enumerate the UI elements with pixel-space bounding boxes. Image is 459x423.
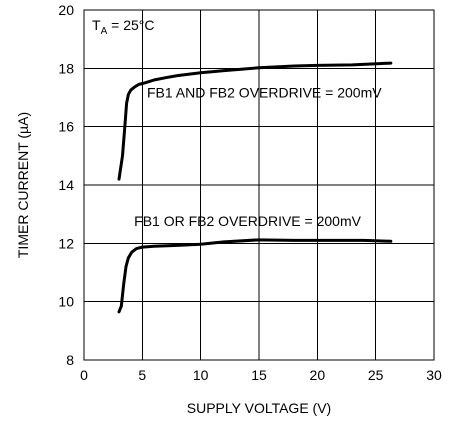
x-tick-label: 10 (193, 367, 209, 383)
tick-labels: 0 5 10 15 20 25 30 8 10 12 14 16 18 20 (58, 2, 442, 383)
x-tick-label: 20 (310, 367, 326, 383)
y-tick-label: 10 (58, 294, 74, 310)
y-tick-label: 12 (58, 235, 74, 251)
x-tick-label: 5 (138, 367, 146, 383)
x-tick-label: 15 (251, 367, 267, 383)
x-axis-label: SUPPLY VOLTAGE (V) (187, 400, 331, 416)
x-tick-label: 25 (368, 367, 384, 383)
y-tick-label: 14 (58, 177, 74, 193)
y-tick-label: 16 (58, 119, 74, 135)
y-axis-label: TIMER CURRENT (µA) (15, 112, 31, 258)
series-line-1 (117, 238, 393, 314)
x-tick-label: 0 (80, 367, 88, 383)
series-label-fb1-and-fb2: FB1 AND FB2 OVERDRIVE = 200mV (147, 85, 382, 101)
series-layer (117, 61, 393, 314)
plot-frame (83, 9, 435, 361)
y-tick-label: 18 (58, 60, 74, 76)
series-label-fb1-or-fb2: FB1 OR FB2 OVERDRIVE = 200mV (134, 213, 361, 229)
y-tick-label: 20 (58, 2, 74, 18)
temperature-condition: TA = 25°C (92, 17, 154, 37)
x-tick-label: 30 (426, 367, 442, 383)
series-line-0 (117, 61, 393, 181)
y-tick-label: 8 (66, 352, 74, 368)
